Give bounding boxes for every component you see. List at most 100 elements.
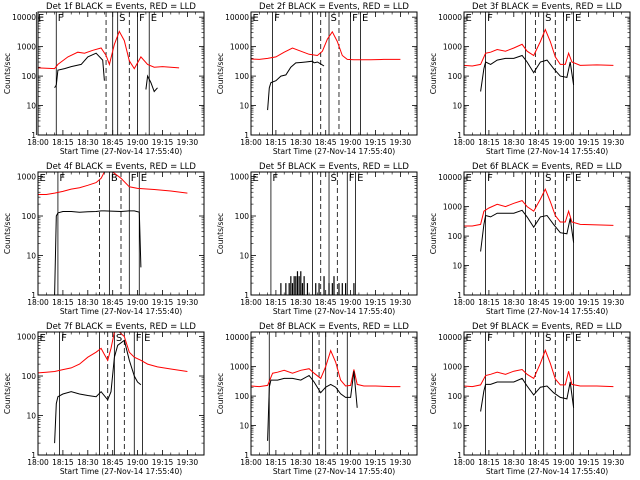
marker-label: F (272, 173, 278, 184)
marker-label: E (575, 173, 581, 184)
y-tick-label: 10000 (225, 13, 249, 22)
y-tick-label: 1000 (443, 203, 462, 212)
plot-frame (250, 11, 418, 136)
x-tick-label: 19:00 (340, 458, 362, 467)
panel-title: Det 2f BLACK = Events, RED = LLD (259, 2, 409, 12)
y-tick-label: 1000 (230, 173, 249, 182)
marker-label: S (331, 173, 337, 184)
x-tick-label: 19:00 (553, 458, 575, 467)
x-tick-label: 18:30 (77, 298, 99, 307)
marker-label: F (565, 13, 571, 24)
marker-label: E (362, 13, 368, 24)
x-tick-label: 19:00 (553, 298, 575, 307)
y-tick-label: 10 (239, 422, 249, 431)
x-tick-label: 18:00 (240, 138, 262, 147)
x-tick-label: 19:00 (340, 138, 362, 147)
marker-label: F (136, 333, 142, 344)
marker-label: F (487, 173, 493, 184)
x-tick-label: 19:00 (127, 298, 149, 307)
y-tick-label: 10 (452, 102, 462, 111)
x-tick-label: 18:30 (77, 458, 99, 467)
y-tick-label: 1 (457, 291, 462, 300)
y-tick-label: 100 (22, 212, 37, 221)
x-tick-label: 18:15 (478, 138, 500, 147)
panel-title: Det 5f BLACK = Events, RED = LLD (259, 162, 409, 172)
series-events-line (54, 52, 105, 89)
y-axis-label: Counts/sec (429, 53, 438, 94)
x-tick-label: 18:15 (265, 298, 287, 307)
plot-frame (37, 11, 205, 136)
x-tick-label: 19:00 (340, 298, 362, 307)
y-tick-label: 100 (22, 72, 37, 81)
marker-label: S (545, 333, 551, 344)
x-axis-label: Start Time (27-Nov-14 17:55:40) (273, 147, 395, 156)
y-axis-label: Counts/sec (429, 213, 438, 254)
series-events-line (54, 210, 142, 296)
x-tick-label: 18:45 (528, 458, 550, 467)
x-tick-label: 19:15 (578, 458, 600, 467)
y-tick-label: 10000 (438, 13, 462, 22)
x-tick-label: 19:30 (603, 458, 625, 467)
y-tick-label: 10 (239, 252, 249, 261)
y-tick-label: 1 (244, 451, 249, 460)
marker-label: B (111, 173, 118, 184)
x-tick-label: 18:30 (503, 138, 525, 147)
panel-title: Det 9f BLACK = Events, RED = LLD (472, 322, 622, 332)
marker-label: E (575, 13, 581, 24)
y-tick-label: 100 (448, 72, 463, 81)
marker-label: S (119, 13, 125, 24)
x-tick-label: 18:30 (503, 458, 525, 467)
x-tick-label: 19:15 (578, 298, 600, 307)
marker-label: S (545, 173, 551, 184)
plot-frame (463, 11, 631, 136)
x-axis-label: Start Time (27-Nov-14 17:55:40) (486, 147, 608, 156)
x-tick-label: 18:00 (27, 138, 49, 147)
plot-frame (463, 331, 631, 456)
marker-label: E (144, 333, 150, 344)
x-tick-label: 18:15 (265, 458, 287, 467)
x-tick-label: 18:45 (315, 458, 337, 467)
y-tick-label: 1 (31, 291, 36, 300)
x-tick-label: 18:00 (27, 458, 49, 467)
x-tick-label: 18:15 (52, 458, 74, 467)
series-lld-line (464, 187, 614, 227)
x-tick-label: 19:30 (603, 298, 625, 307)
x-tick-label: 19:30 (390, 138, 412, 147)
series-events-line (54, 339, 142, 444)
y-tick-label: 1 (244, 131, 249, 140)
y-tick-label: 1 (457, 131, 462, 140)
x-axis-label: Start Time (27-Nov-14 17:55:40) (60, 307, 182, 316)
series-events-line (480, 54, 575, 92)
series-lld-line (37, 331, 188, 374)
x-axis-label: Start Time (27-Nov-14 17:55:40) (60, 467, 182, 476)
y-tick-label: 1 (244, 291, 249, 300)
x-tick-label: 18:15 (478, 458, 500, 467)
marker-label: F (565, 333, 571, 344)
x-tick-label: 18:15 (478, 298, 500, 307)
x-axis-label: Start Time (27-Nov-14 17:55:40) (273, 467, 395, 476)
x-tick-label: 19:30 (177, 138, 199, 147)
marker-label: S (331, 13, 337, 24)
x-axis-label: Start Time (27-Nov-14 17:55:40) (486, 307, 608, 316)
marker-label: F (565, 173, 571, 184)
series-events-line (480, 209, 575, 252)
y-tick-label: 1000 (230, 363, 249, 372)
y-tick-label: 10 (452, 262, 462, 271)
series-lld-line (250, 30, 401, 61)
y-axis-label: Counts/sec (216, 373, 225, 414)
marker-label: E (357, 173, 363, 184)
y-tick-label: 100 (235, 212, 250, 221)
marker-label: F (139, 13, 145, 24)
marker-label: E (253, 173, 259, 184)
marker-label: S (545, 13, 551, 24)
x-tick-label: 18:45 (102, 138, 124, 147)
plot-frame (463, 171, 631, 296)
series-events-line (313, 61, 325, 67)
x-tick-label: 18:00 (240, 298, 262, 307)
x-tick-label: 18:45 (315, 298, 337, 307)
